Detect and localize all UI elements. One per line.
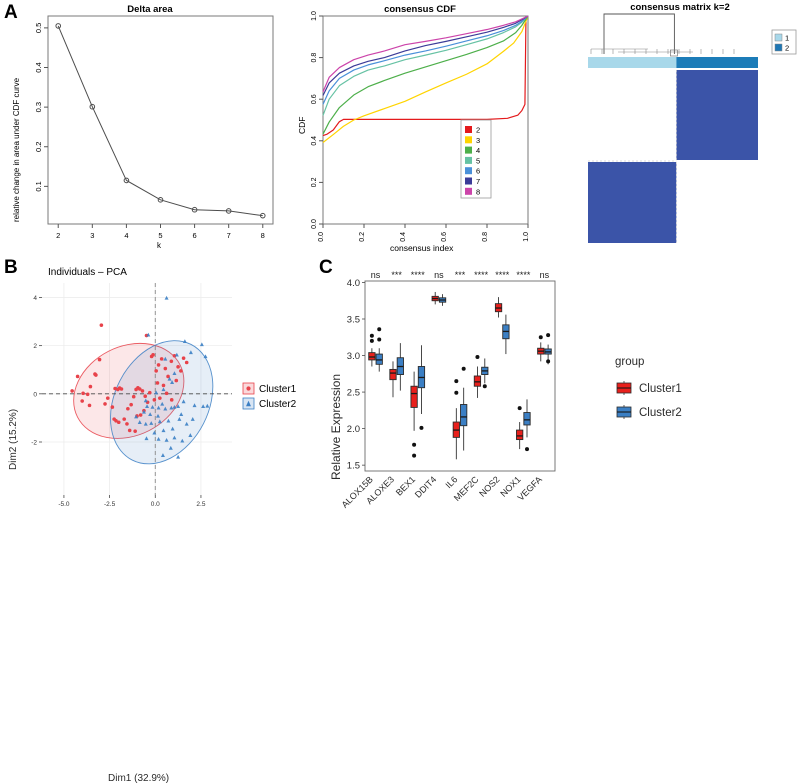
svg-text:0.1: 0.1 [34,181,43,191]
svg-text:8: 8 [261,231,265,240]
panel-a: A Delta area 0.1 0.2 0.3 0.4 0.5 2 3 4 5 6 7 8 rela… [0,0,800,258]
svg-text:NOS2: NOS2 [477,474,501,498]
svg-text:0.6: 0.6 [441,232,448,242]
svg-text:7: 7 [227,231,231,240]
svg-text:5: 5 [476,156,480,165]
svg-text:3.0: 3.0 [347,351,360,362]
panel-c-letter: C [319,257,333,278]
svg-text:0.0: 0.0 [151,501,160,508]
svg-text:2: 2 [33,343,37,350]
svg-text:2.5: 2.5 [196,501,205,508]
pca-svg: -5.0 -2.5 0.0 2.5 4 2 0 -2 Cluster1 Cluster2 [31,283,297,508]
svg-text:2: 2 [56,231,60,240]
svg-text:4: 4 [124,231,128,240]
panel-b: B Individuals – PCA -5.0 -2.5 0.0 2.5 4 2 0 -2 … [0,255,320,784]
svg-text:0.2: 0.2 [34,142,43,152]
svg-text:group: group [615,356,644,368]
svg-text:1: 1 [785,34,789,43]
boxplot-svg: ns *** **** ns *** **** **** **** ns ALOX15BALOX… [340,270,682,510]
svg-text:4: 4 [476,146,480,155]
svg-text:0.0: 0.0 [318,232,325,242]
svg-text:****: **** [411,270,426,280]
svg-text:Cluster2: Cluster2 [259,399,297,410]
panel-b-letter: B [4,257,18,278]
svg-text:0.5: 0.5 [34,23,43,33]
svg-text:4: 4 [33,295,37,302]
consensus-cdf-plot: consensus CDF 0.0 0.2 0.4 0.6 0.8 1.0 0.0 0.2 0.… [285,0,560,258]
svg-text:8: 8 [476,187,480,196]
pca-title: Individuals – PCA [48,267,127,278]
svg-text:7: 7 [476,177,480,186]
cdf-ylabel: CDF [297,116,307,134]
svg-text:6: 6 [476,167,480,176]
svg-text:1.0: 1.0 [311,11,318,21]
svg-text:***: *** [391,270,402,280]
svg-text:-2.5: -2.5 [104,501,116,508]
svg-text:0.8: 0.8 [482,232,489,242]
svg-text:Cluster2: Cluster2 [639,407,682,419]
svg-text:6: 6 [193,231,197,240]
consensus-matrix-svg: 12 [588,13,797,243]
svg-text:3: 3 [90,231,94,240]
panel-a-letter: A [4,2,18,23]
svg-text:***: *** [455,270,466,280]
svg-text:ns: ns [540,270,550,280]
svg-text:0.4: 0.4 [400,232,407,242]
svg-text:****: **** [495,270,510,280]
svg-text:0.2: 0.2 [359,232,366,242]
panel-c: C ns *** **** ns *** **** **** **** ns ALOX15B AL… [315,255,800,538]
pca-ylabel: Dim2 (15.2%) [8,408,19,470]
consensus-cdf-svg: 0.0 0.2 0.4 0.6 0.8 1.0 0.0 0.2 0.4 0.6 0.8 1.0 234… [311,11,530,242]
svg-text:DDIT4: DDIT4 [413,474,438,499]
svg-text:0: 0 [33,391,37,398]
cdf-xlabel: consensus index [390,243,454,253]
svg-text:0.8: 0.8 [311,53,318,63]
svg-text:0.3: 0.3 [34,102,43,112]
svg-text:1.0: 1.0 [523,232,530,242]
svg-text:IL6: IL6 [443,474,459,490]
delta-area-svg: 0.1 0.2 0.3 0.4 0.5 2 3 4 5 6 7 8 [34,15,274,240]
delta-xlabel: k [157,241,161,250]
svg-text:0.0: 0.0 [311,219,318,229]
svg-text:2.5: 2.5 [347,388,360,399]
svg-text:****: **** [474,270,489,280]
delta-ylabel: relative change in area under CDF curve [12,77,21,222]
boxplot-ylabel: Relative Expression [329,373,343,480]
pca-xlabel: Dim1 (32.9%) [108,773,170,784]
svg-text:-2: -2 [31,440,37,447]
svg-text:ns: ns [371,270,381,280]
svg-text:Cluster1: Cluster1 [259,384,297,395]
svg-text:0.4: 0.4 [34,62,43,72]
svg-text:-5.0: -5.0 [58,501,70,508]
svg-text:2: 2 [785,44,789,53]
svg-text:1.5: 1.5 [347,461,360,472]
svg-text:2: 2 [476,126,480,135]
delta-area-plot: Delta area 0.1 0.2 0.3 0.4 0.5 2 3 4 5 6 7 8 relati… [0,0,285,258]
svg-text:2.0: 2.0 [347,424,360,435]
svg-text:3.5: 3.5 [347,315,360,326]
svg-text:0.4: 0.4 [311,136,318,146]
svg-text:Cluster1: Cluster1 [639,383,682,395]
svg-text:3: 3 [476,136,480,145]
svg-text:0.2: 0.2 [311,177,318,187]
svg-text:ns: ns [434,270,444,280]
svg-text:0.6: 0.6 [311,94,318,104]
consensus-matrix-title: consensus matrix k=2 [630,2,730,13]
consensus-cdf-title: consensus CDF [384,4,456,15]
svg-text:****: **** [516,270,531,280]
svg-text:5: 5 [158,231,162,240]
svg-text:4.0: 4.0 [347,278,360,289]
delta-area-title: Delta area [127,4,173,15]
